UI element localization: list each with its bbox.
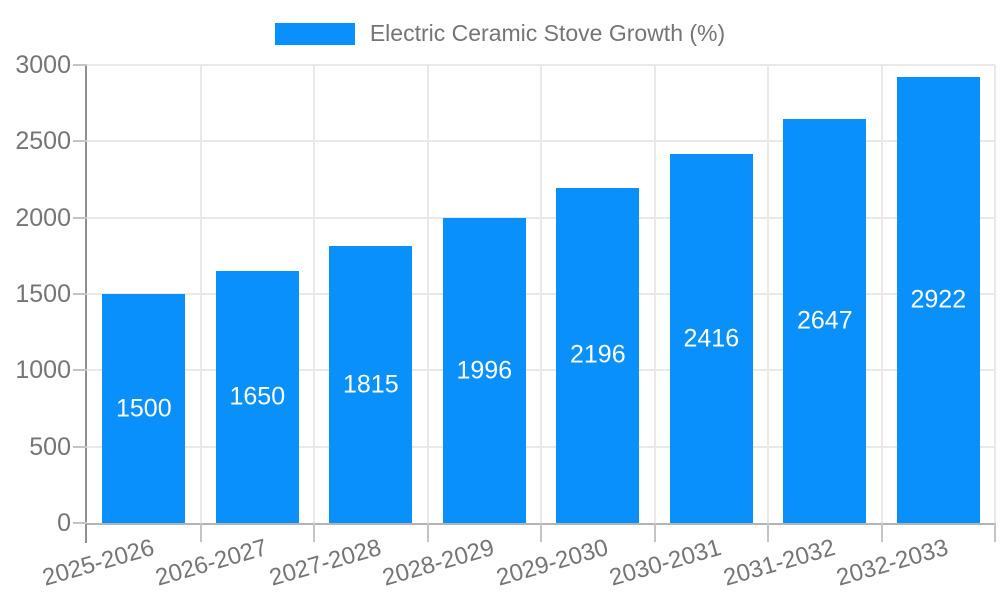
y-axis-tick [73,369,87,372]
x-axis-tick [994,523,996,542]
gridline-vertical [313,65,315,523]
y-axis-tick-label: 3000 [15,51,71,79]
bar [896,76,980,523]
bar-value-label: 1815 [342,370,399,398]
bar [442,218,526,523]
x-axis-tick [313,523,315,542]
x-axis-tick-label: 2025-2026 [39,534,158,592]
bar-value-label: 2416 [683,324,740,353]
y-axis-tick-label: 2500 [15,127,71,156]
bar [669,154,753,523]
bar [215,271,299,523]
x-axis-tick [767,523,769,542]
bar-value-label: 2647 [796,306,853,335]
gridline-vertical [994,65,996,523]
gridline-vertical [427,65,429,523]
x-axis-tick [200,523,202,542]
y-axis-tick-label: 2000 [15,203,71,232]
x-axis-tick [540,523,542,542]
x-axis-tick [427,523,429,542]
y-axis-tick-label: 500 [29,432,71,461]
bar [556,187,640,523]
bar-value-label: 1500 [115,394,172,422]
gridline-vertical [540,65,542,523]
bar [329,245,413,523]
gridline-vertical [200,65,202,523]
bar-value-label: 1996 [456,356,513,385]
x-axis-tick-label: 2028-2029 [379,534,498,592]
x-axis-tick-label: 2026-2027 [152,534,271,592]
gridline-vertical [881,65,883,523]
x-axis-tick-label: 2029-2030 [493,534,612,592]
y-axis-tick-label: 0 [57,509,71,537]
gridline-vertical [767,65,769,523]
y-axis-tick [73,216,87,219]
bar-value-label: 2922 [910,285,967,314]
y-axis-tick-label: 1000 [15,356,71,385]
y-axis-tick [73,64,87,66]
y-axis-tick [73,140,87,143]
plot-area: 0 500 1000 1500 2000 2500 3000 1500 2025-2026 165… [15,51,996,592]
legend-item[interactable]: Electric Ceramic Stove Growth (%) [274,20,726,47]
bar-value-label: 2196 [569,340,626,369]
x-axis-tick [881,523,883,542]
bar-value-label: 1650 [229,382,286,411]
x-axis-tick [654,523,656,542]
y-axis-tick [73,522,87,524]
legend-label: Electric Ceramic Stove Growth (%) [369,20,726,46]
y-axis-tick [73,293,87,295]
legend-swatch [274,22,355,45]
x-axis-tick-label: 2032-2033 [833,534,952,592]
bar [102,294,186,523]
bar [783,118,867,523]
gridline-vertical [654,65,656,523]
y-axis-line [85,65,87,543]
x-axis-tick-label: 2027-2028 [266,534,385,592]
legend: Electric Ceramic Stove Growth (%) [0,20,1000,47]
y-axis-tick-label: 1500 [15,280,71,308]
y-axis-tick [73,445,87,448]
x-axis-tick-label: 2030-2031 [606,534,725,592]
x-axis-tick-label: 2031-2032 [720,534,839,592]
